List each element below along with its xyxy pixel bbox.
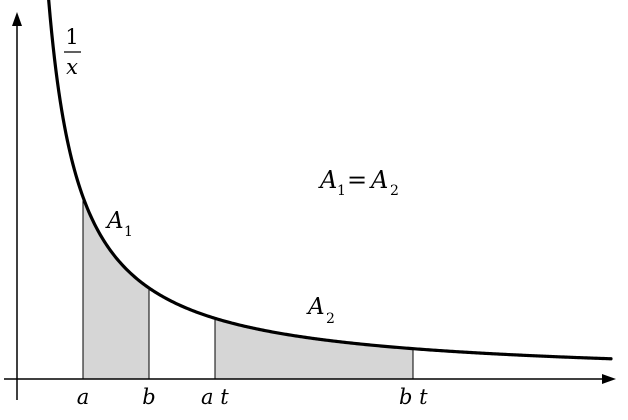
region-label-a1-main: A [105,208,124,234]
x-tick-labels: a b a t b t [77,385,428,409]
equation-sub1: 1 [337,183,346,199]
tick-label-b: b [142,385,155,409]
x-axis-arrow [602,374,616,384]
region-label-a2-sub: 2 [326,311,335,327]
tick-label-at: a t [201,385,229,409]
curve-label-numerator: 1 [65,25,78,49]
region-label-a1-sub: 1 [124,224,133,240]
equation-equals: = [347,166,367,194]
curve-label: 1 x [64,25,81,79]
axes [4,12,616,400]
tick-label-a: a [77,385,90,409]
y-axis-arrow [12,12,22,26]
region-label-a2-main: A [306,294,325,320]
equation-a2: A [369,166,388,194]
region-label-a1: A 1 [105,208,133,240]
region-label-a2: A 2 [306,294,335,327]
equation-sub2: 2 [390,183,399,199]
equation-label: A 1 = A 2 [318,166,399,199]
curve-label-denominator: x [66,55,78,79]
tick-label-bt: b t [399,385,428,409]
equation-a1: A [318,166,337,194]
curve-one-over-x [47,0,613,361]
